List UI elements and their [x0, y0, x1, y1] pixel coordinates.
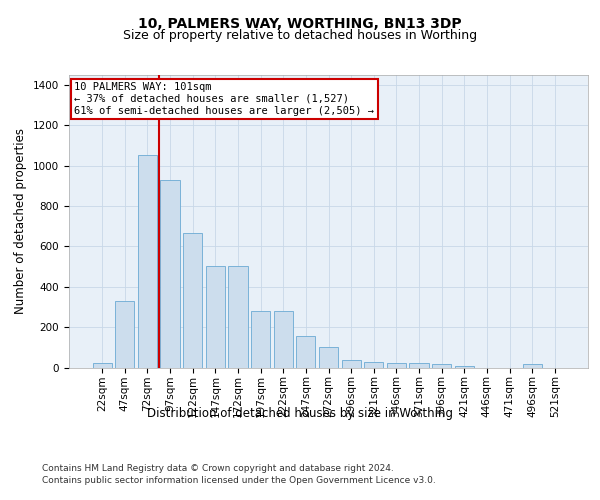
Bar — [455, 366, 474, 368]
Bar — [387, 364, 406, 368]
Text: Distribution of detached houses by size in Worthing: Distribution of detached houses by size … — [147, 408, 453, 420]
Bar — [523, 364, 542, 368]
Text: Contains public sector information licensed under the Open Government Licence v3: Contains public sector information licen… — [42, 476, 436, 485]
Bar — [341, 360, 361, 368]
Text: Contains HM Land Registry data © Crown copyright and database right 2024.: Contains HM Land Registry data © Crown c… — [42, 464, 394, 473]
Bar — [251, 311, 270, 368]
Bar — [274, 311, 293, 368]
Bar — [206, 266, 225, 368]
Bar — [229, 266, 248, 368]
Bar — [319, 348, 338, 368]
Bar — [409, 364, 428, 368]
Bar — [296, 336, 316, 368]
Bar — [138, 154, 157, 368]
Text: Size of property relative to detached houses in Worthing: Size of property relative to detached ho… — [123, 29, 477, 42]
Y-axis label: Number of detached properties: Number of detached properties — [14, 128, 28, 314]
Bar — [92, 364, 112, 368]
Bar — [160, 180, 180, 368]
Text: 10, PALMERS WAY, WORTHING, BN13 3DP: 10, PALMERS WAY, WORTHING, BN13 3DP — [138, 18, 462, 32]
Bar — [364, 362, 383, 368]
Text: 10 PALMERS WAY: 101sqm
← 37% of detached houses are smaller (1,527)
61% of semi-: 10 PALMERS WAY: 101sqm ← 37% of detached… — [74, 82, 374, 116]
Bar — [115, 301, 134, 368]
Bar — [183, 234, 202, 368]
Bar — [432, 364, 451, 368]
